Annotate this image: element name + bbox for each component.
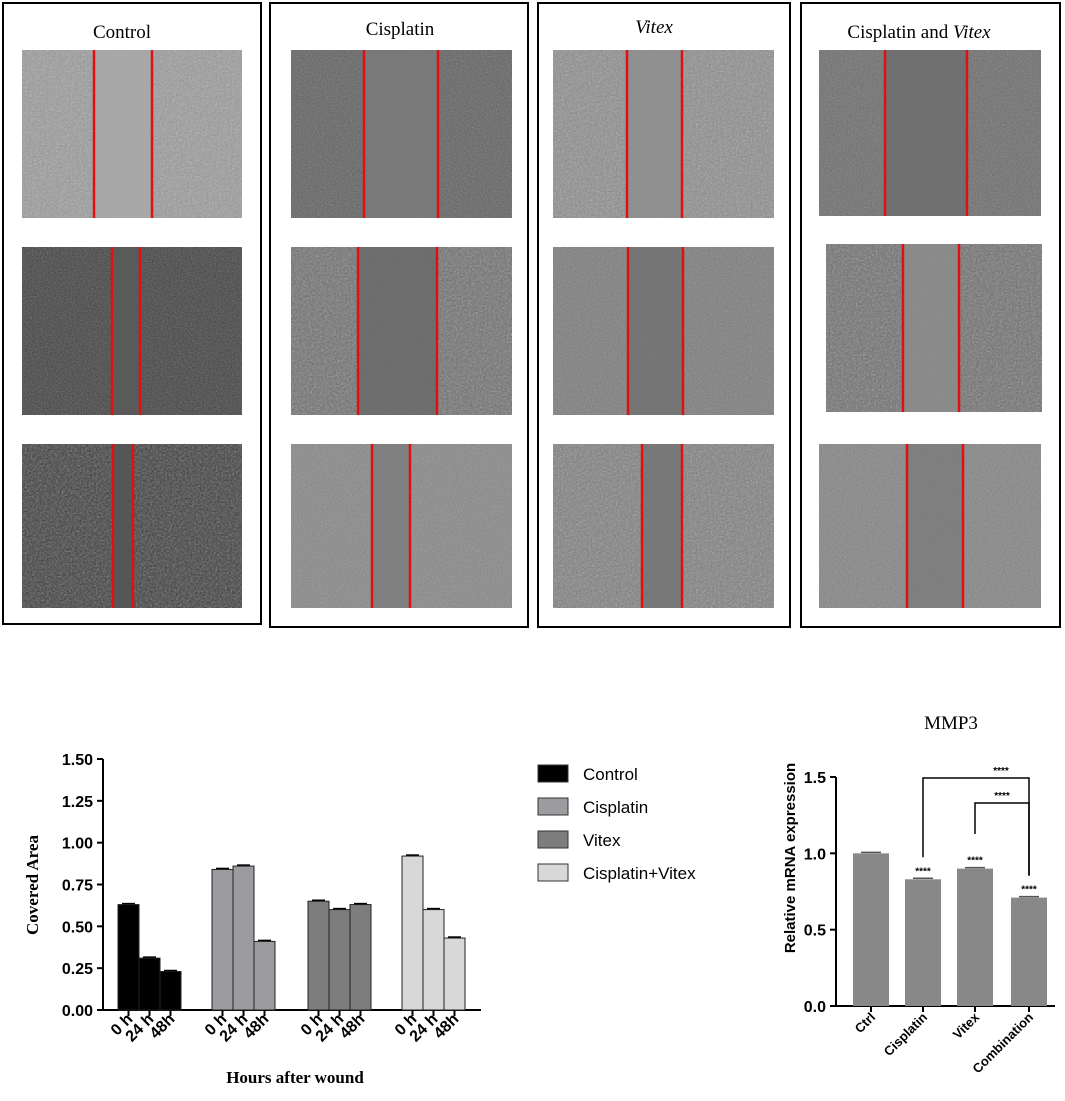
mmp3-significance-label: **** — [1021, 885, 1037, 896]
mmp3-chart: MMP3 0.00.51.01.5 Ctrl Cisplatin VitexComb… — [782, 713, 1055, 1076]
mmp3-x-tick-label: Ctrl — [852, 1010, 878, 1036]
panel-frame-combination — [800, 2, 1061, 628]
mmp3-significance-label: **** — [967, 856, 983, 867]
panel-frame-control — [2, 2, 262, 625]
covered-area-x-tick-label: 48h — [147, 1011, 179, 1043]
covered-area-bar — [117, 904, 140, 1011]
micrograph-vitex-24h — [553, 247, 774, 415]
panel-title-cisplatin: Cisplatin — [366, 19, 435, 40]
mmp3-significance-label: **** — [915, 866, 931, 877]
legend-label: Cisplatin+Vitex — [583, 864, 696, 883]
microscopy-images — [22, 50, 1042, 608]
mmp3-bar — [1011, 897, 1047, 1006]
mmp3-y-tick-label: 1.0 — [804, 846, 826, 863]
legend-swatch — [537, 830, 569, 849]
covered-area-x-tick-label: 48h — [241, 1011, 273, 1043]
micrograph-control-48h — [22, 444, 242, 608]
panel-title-control: Control — [93, 22, 151, 43]
covered-area-bar — [253, 940, 276, 1011]
legend-label: Cisplatin — [583, 798, 648, 817]
covered-area-bar — [211, 868, 234, 1011]
micrograph-cisplatin-0h — [291, 50, 512, 218]
micrograph-vitex-48h — [553, 444, 774, 608]
mmp3-title: MMP3 — [924, 713, 978, 734]
panel-title-vitex: Vitex — [635, 17, 673, 38]
mmp3-x-tick-label: Vitex — [950, 1009, 983, 1042]
covered-area-y-tick-label: 1.00 — [62, 836, 93, 853]
mmp3-bracket-label: **** — [993, 766, 1009, 777]
mmp3-y-tick-label: 1.5 — [804, 770, 826, 787]
covered-area-bar — [159, 971, 182, 1011]
panel-title-vitex-italic: Vitex — [635, 17, 673, 38]
covered-area-y-tick-label: 1.50 — [62, 752, 93, 769]
covered-area-bar — [328, 909, 351, 1011]
covered-area-y-tick-label: 0.25 — [62, 961, 93, 978]
covered-area-bar — [422, 909, 445, 1011]
covered-area-y-tick-label: 0.00 — [62, 1003, 93, 1020]
legend-swatch — [537, 764, 569, 783]
covered-area-bar — [443, 937, 466, 1011]
covered-area-xlabel: Hours after wound — [226, 1068, 364, 1087]
mmp3-y-tick-label: 0.0 — [804, 999, 826, 1016]
covered-area-legend: Control Cisplatin Vitex Cisplatin+Vitex — [537, 764, 696, 883]
mmp3-significance-bracket — [974, 802, 1030, 876]
panel-frame-cisplatin — [269, 2, 529, 628]
micrograph-control-24h — [22, 247, 242, 415]
micrograph-combination-0h — [819, 50, 1041, 216]
covered-area-bar — [349, 904, 372, 1011]
micrograph-combination-48h — [819, 444, 1041, 608]
covered-area-y-tick-label: 0.50 — [62, 919, 93, 936]
legend-swatch — [537, 863, 569, 882]
mmp3-bar — [957, 868, 993, 1006]
mmp3-bar — [905, 879, 941, 1006]
panel-title-combination: Cisplatin and Vitex — [847, 22, 991, 43]
mmp3-ylabel: Relative mRNA expression — [782, 763, 799, 953]
covered-area-ylabel: Covered Area — [23, 835, 42, 935]
covered-area-x-tick-label: 48h — [431, 1011, 463, 1043]
covered-area-bar — [401, 855, 424, 1011]
micrograph-cisplatin-48h — [291, 444, 512, 608]
mmp3-y-tick-label: 0.5 — [804, 923, 826, 940]
micrograph-control-0h — [22, 50, 242, 218]
legend-swatch — [537, 797, 569, 816]
legend-label: Vitex — [583, 831, 621, 850]
legend-label: Control — [583, 765, 638, 784]
covered-area-bar — [307, 900, 330, 1011]
covered-area-x-tick-label: 48h — [337, 1011, 369, 1043]
covered-area-y-tick-label: 0.75 — [62, 878, 93, 895]
micrograph-cisplatin-24h — [291, 247, 512, 415]
mmp3-bracket-label: **** — [994, 791, 1010, 802]
mmp3-bar — [853, 853, 889, 1006]
covered-area-y-tick-label: 1.25 — [62, 794, 93, 811]
micrograph-vitex-0h — [553, 50, 774, 218]
panel-title-combination-italic: Vitex — [953, 22, 991, 43]
panel-frame-vitex — [537, 2, 791, 628]
mmp3-x-tick-label: Cisplatin — [881, 1009, 930, 1058]
panel-title-combination-plain: Cisplatin and — [847, 22, 953, 43]
covered-area-bar — [232, 865, 255, 1011]
covered-area-bar — [138, 957, 161, 1011]
micrograph-combination-24h — [826, 244, 1042, 412]
